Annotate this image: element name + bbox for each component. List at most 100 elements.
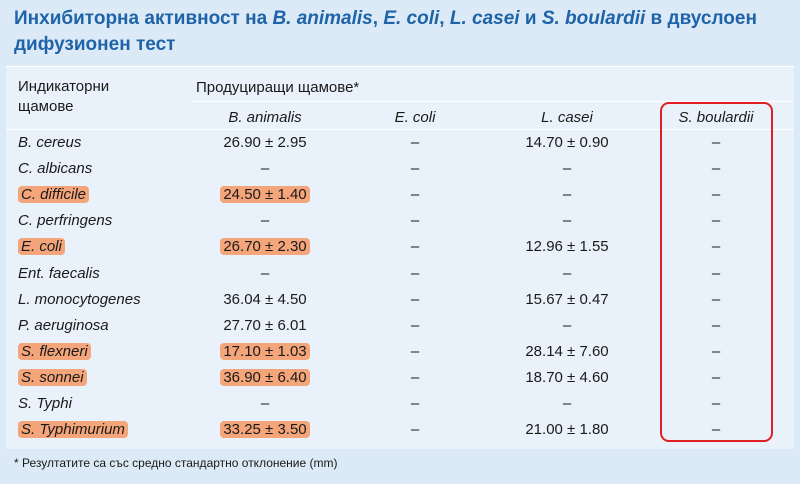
s-boulardii-cell: – <box>666 291 766 308</box>
col-header-e-coli: E. coli <box>394 109 436 126</box>
strain-cell: S. sonnei <box>18 368 87 386</box>
b-animalis-cell-text: 36.04 ± 4.50 <box>223 290 307 308</box>
l-casei-cell-text: 14.70 ± 0.90 <box>525 134 609 151</box>
table-row: S. Typhi – – – – <box>6 392 794 418</box>
strain-cell-text: P. aeruginosa <box>18 316 109 334</box>
s-boulardii-cell: – <box>666 343 766 360</box>
l-casei-cell-text: – <box>562 316 572 334</box>
b-animalis-cell: 26.90 ± 2.95 <box>192 134 338 151</box>
s-boulardii-cell: – <box>666 186 766 203</box>
l-casei-cell: – <box>492 186 642 203</box>
b-animalis-cell: 33.25 ± 3.50 <box>192 421 338 439</box>
producing-header: Продуциращи щамове* <box>196 79 360 96</box>
indicator-header: Индикаторни щамове <box>18 78 110 115</box>
e-coli-cell: – <box>378 186 452 203</box>
e-coli-cell: – <box>378 317 452 334</box>
table-row: C. albicans – – – – <box>6 157 794 183</box>
strain-cell: C. perfringens <box>18 212 112 229</box>
table-row: L. monocytogenes 36.04 ± 4.50 – 15.67 ± 0.4… <box>6 288 794 314</box>
s-boulardii-cell-text: – <box>711 290 721 308</box>
strain-cell-text: C. perfringens <box>18 212 113 230</box>
col-header-s-boulardii: S. boulardii <box>678 109 754 126</box>
e-coli-cell-text: – <box>410 316 420 334</box>
e-coli-cell-text: – <box>410 290 420 308</box>
b-animalis-cell-text: 36.90 ± 6.40 <box>220 368 310 386</box>
table-row: E. coli 26.70 ± 2.30 – 12.96 ± 1.55 – <box>6 235 794 261</box>
s-boulardii-cell-text: – <box>711 212 721 230</box>
e-coli-cell: – <box>378 134 452 151</box>
l-casei-cell: 12.96 ± 1.55 <box>492 238 642 255</box>
l-casei-cell-text: 15.67 ± 0.47 <box>525 290 609 308</box>
title-text: Инхибиторна активност на <box>14 8 273 29</box>
b-animalis-cell: – <box>192 265 338 282</box>
strain-cell-text: B. cereus <box>18 134 82 151</box>
title-sep: , <box>439 8 450 29</box>
strain-cell: C. albicans <box>18 160 92 177</box>
s-boulardii-cell: – <box>666 317 766 334</box>
strain-cell: E. coli <box>18 238 65 256</box>
strain-cell-text: S. flexneri <box>18 342 91 360</box>
page-title: Инхибиторна активност на B. animalis, E.… <box>14 6 784 58</box>
e-coli-cell: – <box>378 265 452 282</box>
s-boulardii-cell-text: – <box>711 134 721 151</box>
col-header-b-animalis: B. animalis <box>228 109 302 126</box>
b-animalis-cell-text: – <box>260 264 270 282</box>
title-sep: , <box>372 8 384 29</box>
e-coli-cell-text: – <box>410 395 420 412</box>
strain-cell-text: C. difficile <box>18 186 90 204</box>
strain-cell: S. Typhimurium <box>18 421 128 439</box>
l-casei-cell: – <box>492 395 642 412</box>
s-boulardii-cell-text: – <box>711 160 721 178</box>
title-s-boulardii: S. boulardii <box>541 8 646 29</box>
strain-cell: Ent. faecalis <box>18 265 100 282</box>
b-animalis-cell: 36.90 ± 6.40 <box>192 368 338 386</box>
e-coli-cell: – <box>378 212 452 229</box>
e-coli-cell-text: – <box>410 186 420 204</box>
l-casei-cell: – <box>492 160 642 177</box>
e-coli-cell: – <box>378 395 452 412</box>
s-boulardii-cell: – <box>666 369 766 386</box>
table-row: S. sonnei 36.90 ± 6.40 – 18.70 ± 4.60 – <box>6 366 794 392</box>
l-casei-cell: 21.00 ± 1.80 <box>492 421 642 438</box>
e-coli-cell-text: – <box>410 368 420 386</box>
e-coli-cell: – <box>378 369 452 386</box>
b-animalis-cell-text: 26.90 ± 2.95 <box>223 134 307 151</box>
b-animalis-cell-text: – <box>260 160 270 178</box>
e-coli-cell: – <box>378 238 452 255</box>
strain-cell-text: S. Typhi <box>18 395 72 412</box>
l-casei-cell-text: 21.00 ± 1.80 <box>525 421 609 439</box>
strain-cell: L. monocytogenes <box>18 291 141 308</box>
b-animalis-cell: – <box>192 212 338 229</box>
l-casei-cell-text: – <box>562 186 572 204</box>
b-animalis-cell-text: 17.10 ± 1.03 <box>220 342 310 360</box>
b-animalis-cell: 26.70 ± 2.30 <box>192 238 338 256</box>
s-boulardii-cell: – <box>666 421 766 438</box>
e-coli-cell-text: – <box>410 238 420 256</box>
l-casei-cell-text: – <box>562 395 572 412</box>
results-table: Индикаторни щамове Продуциращи щамове* B… <box>6 66 794 449</box>
s-boulardii-cell-text: – <box>711 316 721 334</box>
b-animalis-cell: 36.04 ± 4.50 <box>192 291 338 308</box>
l-casei-cell: 14.70 ± 0.90 <box>492 134 642 151</box>
table-row: B. cereus 26.90 ± 2.95 – 14.70 ± 0.90 – <box>6 131 794 157</box>
s-boulardii-cell-text: – <box>711 264 721 282</box>
l-casei-cell: – <box>492 212 642 229</box>
b-animalis-cell: 17.10 ± 1.03 <box>192 342 338 360</box>
l-casei-cell-text: 12.96 ± 1.55 <box>525 238 609 256</box>
footnote: * Резултатите са със средно стандартно о… <box>14 456 338 470</box>
s-boulardii-cell: – <box>666 395 766 412</box>
s-boulardii-cell: – <box>666 238 766 255</box>
l-casei-cell-text: 18.70 ± 4.60 <box>525 368 609 386</box>
l-casei-cell-text: – <box>562 212 572 230</box>
l-casei-cell: 18.70 ± 4.60 <box>492 369 642 386</box>
l-casei-cell: 28.14 ± 7.60 <box>492 343 642 360</box>
s-boulardii-cell-text: – <box>711 342 721 360</box>
l-casei-cell: – <box>492 265 642 282</box>
s-boulardii-cell: – <box>666 134 766 151</box>
s-boulardii-cell-text: – <box>711 421 721 439</box>
e-coli-cell-text: – <box>410 421 420 439</box>
b-animalis-cell-text: – <box>260 212 270 230</box>
b-animalis-cell: 24.50 ± 1.40 <box>192 186 338 204</box>
strain-cell-text: S. sonnei <box>18 368 87 386</box>
b-animalis-cell-text: – <box>260 395 270 412</box>
